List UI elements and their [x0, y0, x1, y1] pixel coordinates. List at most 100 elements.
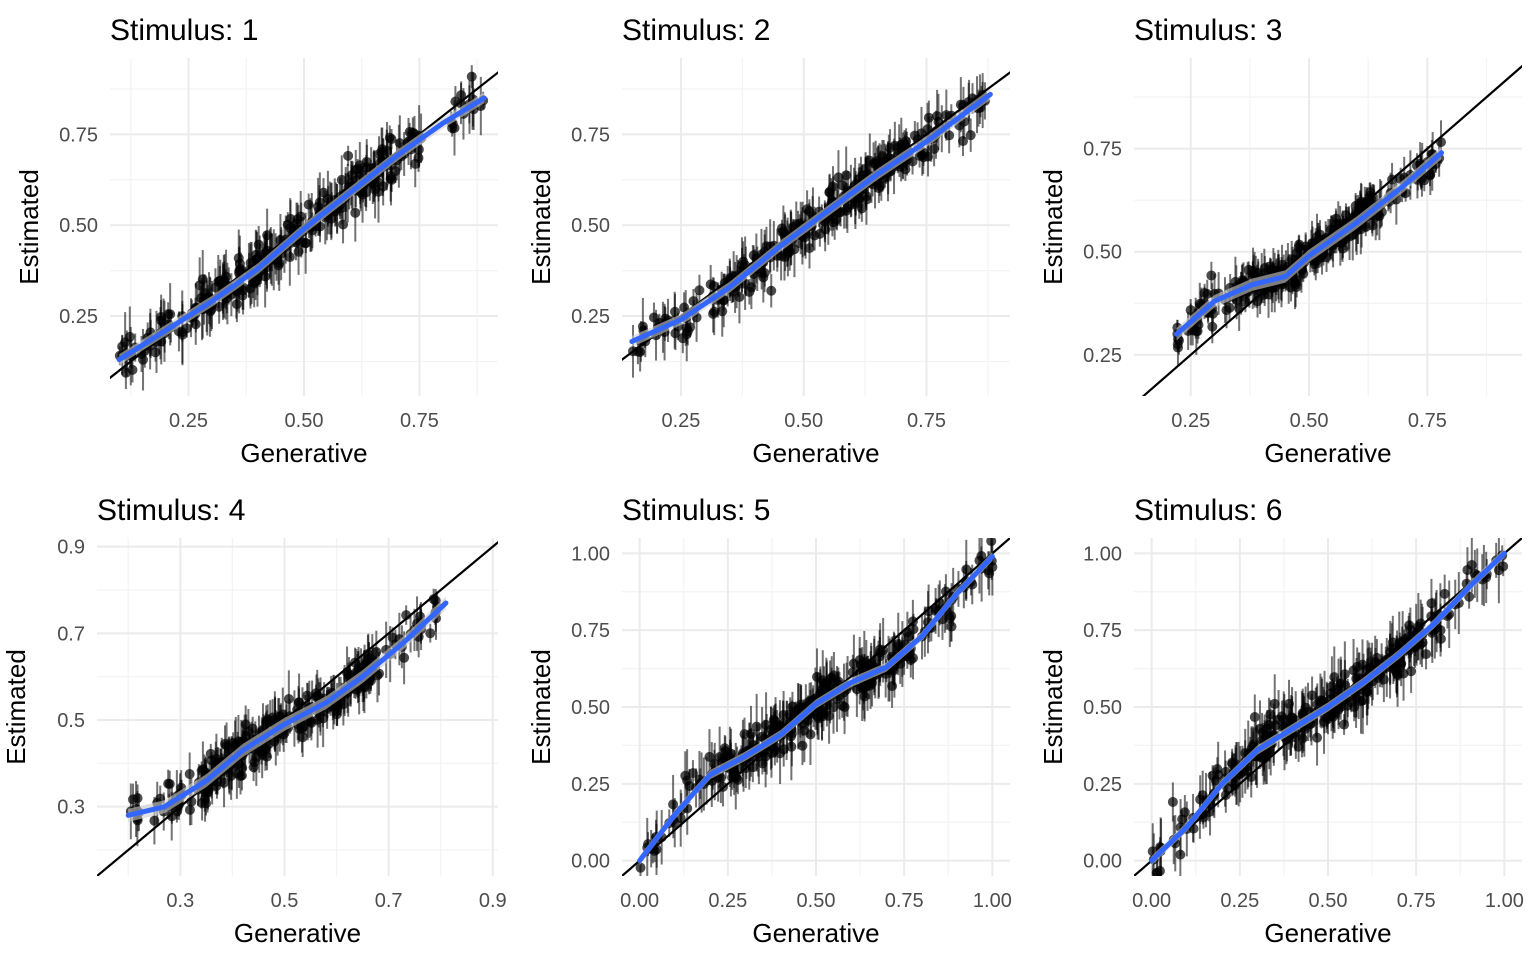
grid — [622, 538, 1010, 876]
x-tick-label: 0.50 — [797, 890, 836, 912]
x-tick-label: 1.00 — [1485, 890, 1524, 912]
y-tick-label: 0.75 — [571, 124, 610, 146]
data-point — [1173, 335, 1184, 346]
y-tick-label: 0.9 — [57, 537, 85, 559]
y-axis-title: Estimated — [526, 169, 556, 285]
data-point — [986, 538, 997, 547]
data-point — [923, 112, 934, 123]
x-tick-label: 0.50 — [285, 410, 324, 432]
grid — [1134, 538, 1522, 876]
data-point — [305, 716, 316, 727]
data-point — [447, 122, 458, 133]
data-point — [944, 613, 955, 624]
data-point — [813, 713, 824, 724]
panel-stimulus-2: 0.25 0.50 0.75 0.25 0.50 0.75 Generative Estima… — [526, 14, 1010, 468]
data-point — [1227, 757, 1238, 768]
data-point — [311, 690, 322, 701]
data-point — [854, 655, 865, 666]
data-point — [719, 743, 730, 754]
y-tick-label: 0.75 — [59, 124, 98, 146]
data-point — [1253, 267, 1264, 278]
x-tick-label: 0.7 — [375, 890, 403, 912]
data-point — [847, 667, 858, 678]
data-point — [907, 653, 918, 664]
data-point — [177, 329, 188, 340]
x-tick-label: 0.75 — [400, 410, 439, 432]
data-point — [371, 646, 382, 657]
data-point — [282, 219, 293, 230]
data-point — [885, 142, 896, 153]
data-point — [1326, 711, 1337, 722]
smooth-ribbon — [639, 551, 993, 866]
identity-line — [1141, 64, 1522, 396]
data-point — [190, 319, 201, 330]
data-point — [1290, 279, 1301, 290]
x-tick-label: 0.50 — [1290, 410, 1329, 432]
identity-line — [97, 540, 498, 876]
y-tick-label: 0.00 — [1083, 851, 1122, 873]
smooth-ribbon — [1176, 146, 1442, 341]
data-point — [1406, 666, 1417, 677]
data-point — [1329, 672, 1340, 683]
data-point — [637, 321, 648, 332]
panel-title: Stimulus: 6 — [1134, 494, 1282, 527]
panel-stimulus-6: 0.00 0.25 0.50 0.75 1.00 0.00 0.25 0.50 0.75 1.00… — [1038, 494, 1524, 948]
panel-stimulus-3: 0.25 0.50 0.75 0.25 0.50 0.75 Generative Estima… — [1038, 14, 1522, 468]
data-point — [965, 130, 976, 141]
data-point — [261, 717, 272, 728]
data-point — [262, 230, 273, 241]
plot-area — [622, 538, 1010, 876]
data-point — [1346, 696, 1357, 707]
data-point — [1154, 865, 1165, 876]
x-axis-title: Generative — [752, 918, 879, 948]
data-point — [1221, 305, 1232, 316]
data-point — [343, 150, 354, 161]
data-point — [350, 207, 361, 218]
y-tick-label: 1.00 — [571, 543, 610, 565]
data-point — [260, 744, 271, 755]
x-axis-title: Generative — [240, 438, 367, 468]
y-tick-label: 0.25 — [571, 774, 610, 796]
y-tick-label: 0.50 — [571, 697, 610, 719]
data-point — [957, 136, 968, 147]
data-point — [210, 282, 221, 293]
data-point — [1312, 732, 1323, 743]
y-tick-label: 0.25 — [59, 306, 98, 328]
data-point — [669, 306, 680, 317]
y-tick-label: 1.00 — [1083, 543, 1122, 565]
y-tick-label: 0.25 — [1083, 774, 1122, 796]
data-point — [1335, 678, 1346, 689]
y-axis-title: Estimated — [1038, 649, 1068, 765]
data-point — [247, 723, 258, 734]
panel-stimulus-1: 0.25 0.50 0.75 0.25 0.50 0.75 Generative Estima… — [14, 14, 498, 468]
data-point — [746, 728, 757, 739]
data-point — [1307, 690, 1318, 701]
smooth-line — [1149, 550, 1507, 864]
x-tick-label: 1.00 — [973, 890, 1012, 912]
x-tick-label: 0.25 — [1220, 890, 1259, 912]
y-tick-label: 0.50 — [1083, 242, 1122, 264]
data-point — [837, 180, 848, 191]
plot-area — [97, 540, 498, 876]
x-tick-label: 0.25 — [1171, 410, 1210, 432]
data-point — [833, 172, 844, 183]
panel-title: Stimulus: 2 — [622, 14, 770, 47]
x-tick-label: 0.75 — [1408, 410, 1447, 432]
data-point — [635, 862, 646, 873]
y-tick-label: 0.50 — [1083, 697, 1122, 719]
x-tick-label: 0.3 — [166, 890, 194, 912]
panel-title: Stimulus: 1 — [110, 14, 258, 47]
y-tick-label: 0.00 — [571, 851, 610, 873]
x-tick-label: 0.50 — [784, 410, 823, 432]
smooth-line — [629, 91, 993, 344]
data-point — [128, 794, 139, 805]
data-point — [873, 183, 884, 194]
data-point — [907, 156, 918, 167]
y-tick-label: 0.75 — [1083, 620, 1122, 642]
x-tick-label: 0.75 — [885, 890, 924, 912]
data-point — [138, 354, 149, 365]
y-tick-label: 0.50 — [59, 215, 98, 237]
data-point — [946, 621, 957, 632]
data-point — [404, 126, 415, 137]
